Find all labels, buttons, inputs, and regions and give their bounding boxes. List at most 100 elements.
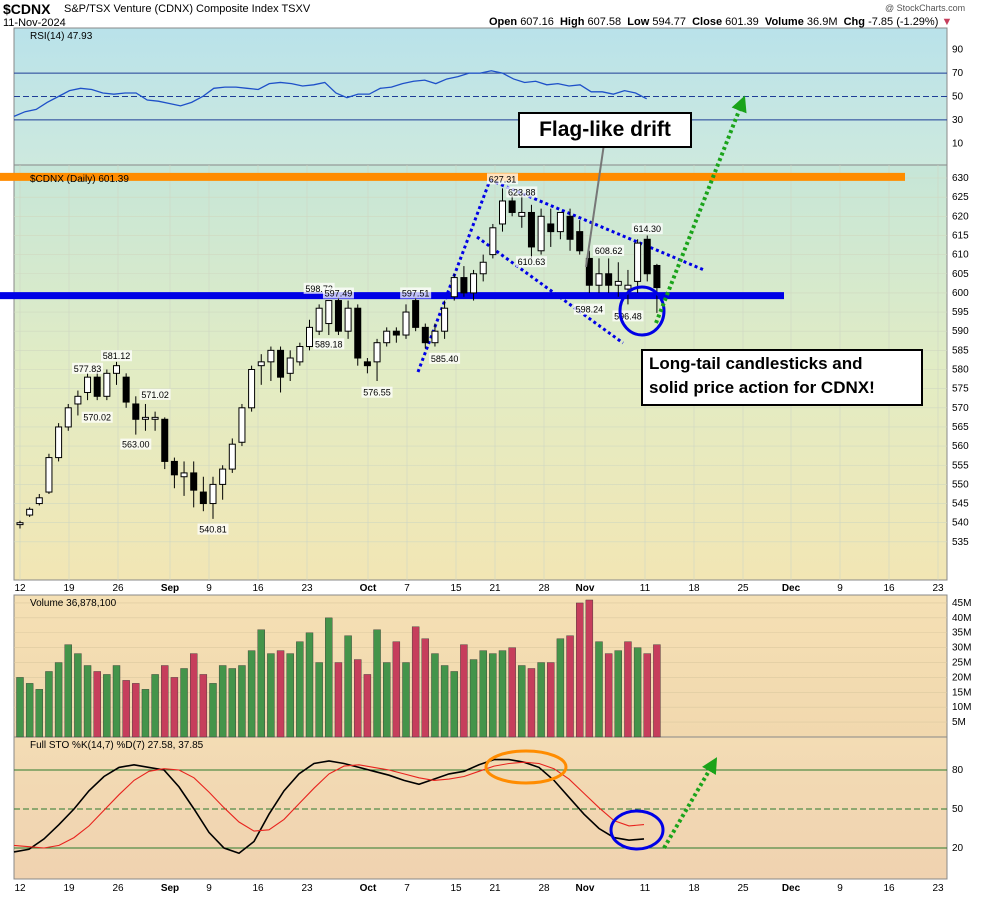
candlestick xyxy=(141,403,149,431)
flag-callout: Flag-like drift xyxy=(518,112,692,148)
candlestick xyxy=(624,269,632,305)
price-tick-label: 630 xyxy=(952,173,969,184)
candlestick xyxy=(373,338,381,381)
candle-body xyxy=(306,326,313,348)
candle-body xyxy=(556,211,564,233)
close-value: 601.39 xyxy=(725,16,759,28)
sto-date-label: 16 xyxy=(252,883,264,894)
volume-bar xyxy=(325,617,333,738)
price-point-label: 598.72 xyxy=(303,282,335,294)
volume-tick-label: 35M xyxy=(952,628,971,639)
price-point-label: 563.00 xyxy=(120,438,152,450)
low-label: Low xyxy=(627,16,650,28)
sto-date-label: Sep xyxy=(161,883,179,894)
up-arrow-sto xyxy=(662,757,718,850)
price-label-text: 597.51 xyxy=(402,288,430,298)
volume-bar xyxy=(103,674,111,738)
sto-date-label: 7 xyxy=(404,883,410,894)
candle-body xyxy=(325,300,333,325)
sto-date-label: 28 xyxy=(538,883,550,894)
candlestick xyxy=(527,204,535,259)
price-point-label: 614.30 xyxy=(631,223,663,235)
chart-date: 11-Nov-2024 xyxy=(3,17,66,29)
candlestick xyxy=(199,476,207,512)
price-tick-label: 610 xyxy=(952,250,969,261)
candle-body xyxy=(392,330,400,336)
volume-bar xyxy=(344,635,352,738)
sto-date-label: 23 xyxy=(301,883,313,894)
candlestick xyxy=(363,358,371,374)
volume-bar xyxy=(93,671,101,738)
candle-body xyxy=(653,264,661,289)
volume-bar xyxy=(334,662,343,738)
volume-bar xyxy=(537,662,545,738)
price-point-label: 598.24 xyxy=(573,303,605,315)
candlestick xyxy=(35,493,43,506)
price-point-label: 589.18 xyxy=(313,338,345,350)
candlestick xyxy=(84,373,92,401)
price-tick-label: 585 xyxy=(952,345,969,356)
candlestick xyxy=(441,300,449,339)
price-date-label: Dec xyxy=(782,583,801,594)
candle-body xyxy=(315,307,323,332)
price-label-bg xyxy=(197,523,229,535)
volume-bar xyxy=(460,644,468,738)
volume-bar xyxy=(411,626,420,738)
candlestick xyxy=(392,327,400,343)
sto-d-line xyxy=(13,761,645,849)
candlestick xyxy=(286,350,294,381)
candlestick xyxy=(228,438,236,473)
volume-bar xyxy=(469,659,478,738)
low-value: 594.77 xyxy=(652,16,686,28)
candlestick xyxy=(479,254,487,282)
candlestick xyxy=(93,371,101,401)
candle-body xyxy=(402,311,410,336)
price-label-bg xyxy=(400,287,432,299)
candlestick xyxy=(170,457,178,489)
price-point-label: 597.51 xyxy=(400,287,432,299)
price-label-bg xyxy=(573,303,605,315)
price-label-bg xyxy=(429,352,461,364)
price-tick-label: 600 xyxy=(952,288,969,299)
volume-tick-label: 15M xyxy=(952,687,971,698)
candlestick xyxy=(16,520,24,529)
volume-bars xyxy=(16,599,661,738)
volume-tick-label: 30M xyxy=(952,643,971,654)
candlestick xyxy=(296,342,304,366)
sto-title: Full STO %K(14,7) %D(7) 27.58, 37.85 xyxy=(30,740,204,751)
candle-body xyxy=(190,472,198,491)
price-date-label: 26 xyxy=(112,583,124,594)
candlesticks xyxy=(16,188,661,529)
price-label-text: 589.18 xyxy=(315,339,343,349)
candle-body xyxy=(16,522,24,526)
price-label-bg xyxy=(139,388,171,400)
price-label-bg xyxy=(303,282,335,294)
sto-date-label: Nov xyxy=(576,883,595,894)
volume-bar xyxy=(161,665,169,738)
volume-bar xyxy=(122,680,130,738)
price-label-bg xyxy=(81,411,113,423)
volume-tick-label: 5M xyxy=(952,717,966,728)
price-date-label: 23 xyxy=(932,583,944,594)
candlestick xyxy=(450,273,458,301)
volume-bar xyxy=(25,683,34,738)
price-label-bg xyxy=(631,223,663,235)
volume-bar xyxy=(421,638,429,738)
candlestick xyxy=(421,323,429,349)
candlestick xyxy=(209,476,217,519)
price-label-text: 581.12 xyxy=(103,351,131,361)
volume-bar xyxy=(604,653,613,738)
volume-bar xyxy=(16,677,24,738)
rsi-tick-label: 50 xyxy=(952,92,964,103)
sto-date-label: 12 xyxy=(14,883,26,894)
note-callout: Long-tail candlesticks and solid price a… xyxy=(641,349,923,406)
sto-low-circle xyxy=(609,809,665,851)
volume-bar xyxy=(489,653,497,738)
price-title: $CDNX (Daily) 601.39 xyxy=(30,174,129,185)
volume-tick-label: 45M xyxy=(952,598,971,609)
candlestick xyxy=(634,239,642,293)
candle-body xyxy=(624,284,632,290)
price-circle xyxy=(618,285,666,337)
candle-body xyxy=(450,277,458,298)
